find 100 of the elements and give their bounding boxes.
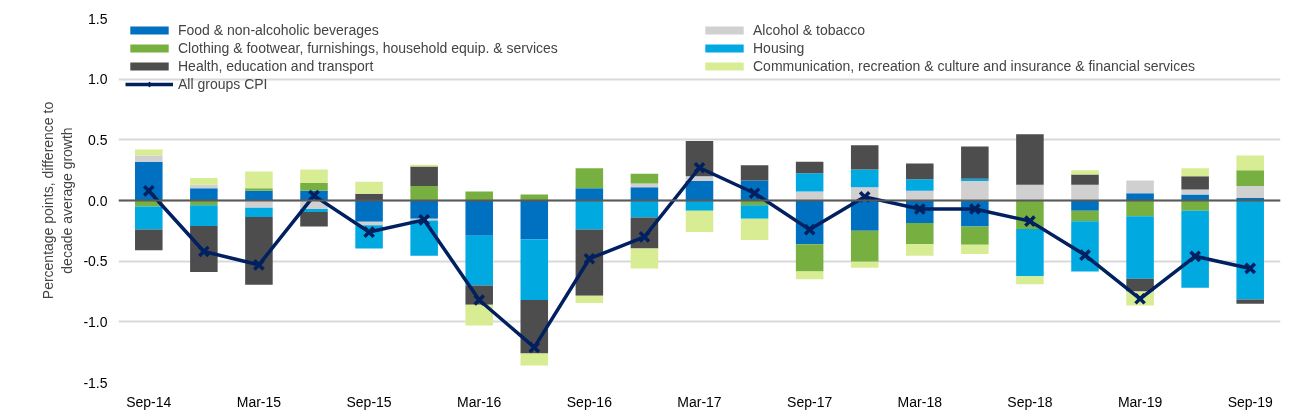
bar bbox=[1126, 193, 1154, 201]
legend-label: Alcohol & tobacco bbox=[753, 22, 867, 38]
bar bbox=[300, 212, 328, 227]
bar bbox=[961, 181, 989, 201]
bar bbox=[630, 173, 659, 184]
bar bbox=[685, 181, 714, 201]
bar bbox=[300, 169, 328, 183]
bar bbox=[1016, 184, 1044, 201]
bar bbox=[410, 185, 438, 201]
x-tick-label: Sep-17 bbox=[787, 393, 833, 410]
x-tick-label: Mar-19 bbox=[1117, 393, 1163, 410]
point bbox=[858, 190, 872, 204]
bar bbox=[135, 229, 163, 251]
bar bbox=[575, 295, 604, 304]
bar bbox=[630, 248, 659, 269]
x-tick-label: Mar-18 bbox=[897, 393, 943, 410]
x-tick-label: Sep-16 bbox=[566, 393, 613, 410]
point bbox=[527, 340, 541, 354]
point bbox=[417, 213, 431, 227]
bar bbox=[1016, 134, 1044, 185]
legend-label: Communication, recreation & culture and insurance & financial services bbox=[753, 58, 1196, 74]
bar bbox=[135, 155, 163, 162]
x-tick-label: Sep-19 bbox=[1227, 393, 1273, 410]
point bbox=[693, 161, 706, 175]
x-tick-label: Sep-14 bbox=[126, 393, 172, 410]
y-tick-label: 1.5 bbox=[88, 10, 108, 27]
bar bbox=[190, 178, 218, 185]
bar bbox=[850, 261, 879, 268]
bar bbox=[850, 145, 879, 170]
bar bbox=[465, 304, 493, 326]
bar bbox=[961, 146, 989, 179]
bar bbox=[355, 181, 383, 194]
bar bbox=[795, 161, 824, 174]
bar bbox=[1071, 174, 1099, 185]
bar bbox=[630, 187, 659, 201]
bar bbox=[245, 216, 273, 285]
bar bbox=[795, 244, 824, 272]
bar bbox=[135, 206, 163, 230]
bar bbox=[520, 239, 549, 300]
legend-label: Health, education and transport bbox=[178, 58, 375, 74]
bar bbox=[1071, 210, 1099, 222]
bar bbox=[1236, 155, 1264, 171]
bar bbox=[906, 163, 934, 180]
legend-label: Housing bbox=[753, 40, 806, 56]
bar bbox=[906, 222, 934, 245]
y-tick-label: -0.5 bbox=[83, 253, 108, 270]
bar bbox=[1236, 185, 1264, 199]
bar bbox=[520, 194, 549, 201]
bar bbox=[685, 210, 714, 233]
bar bbox=[245, 171, 273, 189]
legend-label: Clothing & footwear, furnishings, household equip. & services bbox=[178, 40, 559, 56]
bar bbox=[1181, 194, 1209, 201]
bar bbox=[135, 161, 163, 201]
bar bbox=[1071, 184, 1099, 201]
bar bbox=[906, 190, 934, 201]
y-tick-label: -1.0 bbox=[83, 313, 108, 330]
point bbox=[307, 189, 321, 202]
x-tick-label: Sep-15 bbox=[346, 393, 392, 410]
bar bbox=[520, 353, 549, 366]
bar bbox=[1181, 176, 1209, 190]
bar bbox=[1181, 168, 1209, 177]
y-tick-label: 1.0 bbox=[88, 71, 108, 88]
bar bbox=[245, 190, 273, 201]
bar bbox=[795, 271, 824, 280]
bar bbox=[575, 188, 604, 201]
bar bbox=[1071, 170, 1099, 175]
bar bbox=[1016, 229, 1044, 277]
y-tick-label: -1.5 bbox=[83, 374, 108, 391]
bar bbox=[1236, 170, 1264, 186]
x-tick-label: Mar-16 bbox=[457, 393, 502, 410]
bar bbox=[1236, 299, 1264, 304]
bar bbox=[1236, 200, 1264, 300]
point bbox=[1243, 262, 1257, 275]
bar bbox=[740, 218, 769, 240]
bar bbox=[1181, 210, 1209, 288]
bar bbox=[465, 235, 493, 286]
bar bbox=[1126, 216, 1154, 279]
bar bbox=[1016, 276, 1044, 285]
legend-label: Food & non-alcoholic beverages bbox=[178, 22, 380, 38]
bar bbox=[410, 166, 438, 186]
legend-label: All groups CPI bbox=[178, 76, 269, 92]
point bbox=[583, 252, 596, 266]
bar bbox=[961, 244, 989, 254]
bar bbox=[740, 205, 769, 219]
bar bbox=[740, 165, 769, 181]
bar bbox=[906, 179, 934, 191]
bar bbox=[135, 149, 163, 156]
bar bbox=[906, 244, 934, 256]
bar bbox=[795, 173, 824, 192]
bar bbox=[300, 182, 328, 191]
bar bbox=[850, 169, 879, 188]
point bbox=[1078, 248, 1092, 262]
bar bbox=[575, 200, 604, 230]
bar bbox=[1126, 200, 1154, 217]
x-tick-label: Mar-17 bbox=[677, 393, 722, 410]
point bbox=[252, 258, 266, 272]
bar bbox=[190, 205, 218, 226]
x-tick-label: Sep-18 bbox=[1007, 393, 1053, 410]
x-tick-label: Mar-15 bbox=[236, 393, 282, 410]
y-axis-title: Percentage points, difference to decade average growth bbox=[40, 101, 76, 300]
